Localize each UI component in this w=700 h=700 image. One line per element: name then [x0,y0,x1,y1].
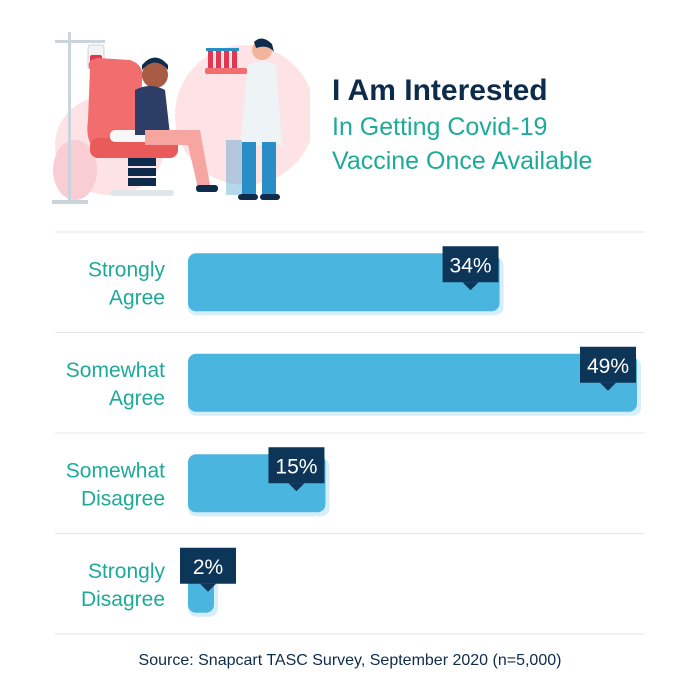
category-label: Disagree [81,588,165,611]
bar-1 [188,353,637,412]
value-label-pointer [200,583,216,592]
patient-chair-icon [87,57,218,196]
source-note: Source: Snapcart TASC Survey, September … [138,652,562,669]
title-block: I Am Interested In Getting Covid-19 Vacc… [332,72,592,178]
value-label: 15% [275,455,317,478]
illustration [52,32,310,204]
value-label: 34% [450,254,492,277]
category-label: Agree [109,387,165,410]
value-label-box [180,547,236,584]
test-tube-tray-icon [205,48,247,74]
category-label: Somewhat [66,359,165,382]
doctor-icon [226,38,282,200]
value-label-box [442,246,499,283]
category-label: Somewhat [66,459,165,482]
value-label: 49% [587,355,629,378]
value-label-pointer [600,382,616,391]
chart-subtitle-line-2: Vaccine Once Available [332,147,593,175]
value-label-box [268,447,325,484]
value-label-pointer [462,282,479,291]
category-label: Strongly [88,560,166,583]
bar-0 [188,253,500,312]
chart-title: I Am Interested [332,74,548,107]
category-label: Agree [109,286,165,309]
chart-subtitle-line-1: In Getting Covid-19 [332,113,548,141]
value-label-pointer [288,483,305,492]
value-label: 2% [193,556,223,579]
category-label: Strongly [88,258,166,281]
category-label: Disagree [81,487,165,510]
value-label-box [580,346,636,383]
